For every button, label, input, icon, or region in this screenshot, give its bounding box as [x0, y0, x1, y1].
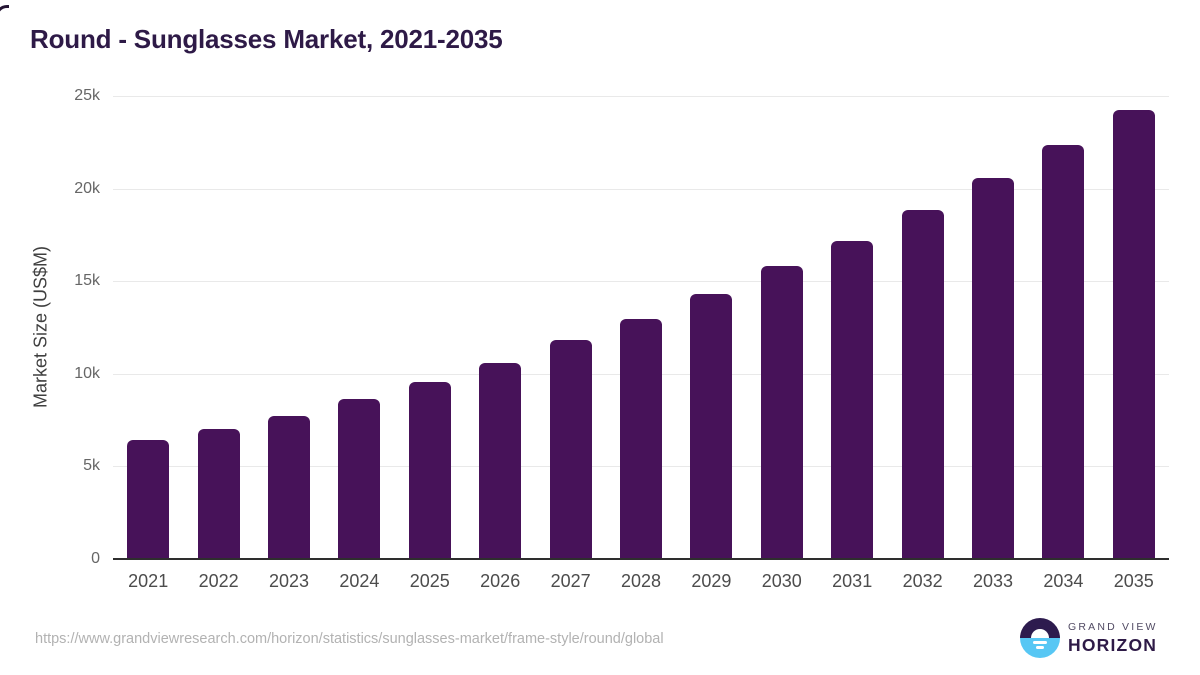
- x-tick-2023: 2023: [268, 571, 310, 591]
- y-tick-20k: 20k: [74, 179, 100, 197]
- bar-2025: [408, 382, 451, 558]
- source-url: https://www.grandviewresearch.com/horizo…: [35, 631, 664, 647]
- x-tick-2027: 2027: [550, 571, 591, 591]
- x-tick-2021: 2021: [128, 571, 169, 591]
- bar-2023: [268, 416, 310, 558]
- y-tick-0: 0: [91, 550, 100, 567]
- y-tick-5k: 5k: [83, 457, 100, 475]
- bar-2027: [549, 340, 592, 558]
- bar-2034: [1042, 144, 1085, 558]
- gridline-25k: [113, 96, 1169, 97]
- bar-2032: [901, 210, 944, 558]
- page-title: Round - Sunglasses Market, 2021-2035: [30, 24, 503, 54]
- x-tick-2030: 2030: [761, 571, 802, 591]
- y-tick-25k: 25k: [74, 87, 100, 104]
- gridline-20k: [113, 188, 1169, 190]
- bar-2033: [972, 177, 1014, 558]
- bar-2030: [760, 266, 803, 558]
- corner-border-artifact: [0, 5, 9, 21]
- x-tick-2033: 2033: [972, 571, 1014, 591]
- bar-2029: [690, 293, 733, 558]
- y-tick-10k: 10k: [74, 364, 100, 382]
- x-tick-2022: 2022: [198, 571, 239, 591]
- x-tick-2031: 2031: [832, 571, 873, 591]
- bar-2035: [1112, 109, 1155, 558]
- x-tick-2028: 2028: [620, 571, 662, 591]
- plot-area: [113, 96, 1169, 560]
- x-tick-2034: 2034: [1043, 571, 1084, 591]
- bar-2031: [831, 240, 874, 558]
- x-tick-2025: 2025: [409, 571, 450, 591]
- logo-reflection-line-1: [1033, 641, 1047, 644]
- logo-reflection-line-2: [1036, 646, 1044, 649]
- logo-brand-bottom: HORIZON: [1068, 634, 1158, 655]
- logo-text: GRAND VIEW HORIZON: [1068, 621, 1158, 656]
- logo-sky-half: [1020, 618, 1060, 638]
- logo-sun: [1031, 629, 1049, 638]
- bar-2024: [338, 398, 381, 558]
- x-tick-2035: 2035: [1113, 571, 1154, 591]
- y-axis-title: Market Size (US$M): [30, 245, 51, 409]
- bar-2021: [127, 440, 170, 558]
- gridline-15k: [113, 281, 1169, 283]
- horizon-sunrise-icon: [1020, 618, 1060, 658]
- x-tick-2026: 2026: [480, 571, 521, 591]
- x-tick-2024: 2024: [339, 571, 380, 591]
- x-tick-2032: 2032: [902, 571, 943, 591]
- y-tick-15k: 15k: [74, 272, 100, 290]
- bar-2026: [479, 363, 522, 558]
- logo-brand-top: GRAND VIEW: [1068, 620, 1158, 633]
- x-tick-2029: 2029: [691, 571, 732, 591]
- bar-2028: [620, 318, 662, 558]
- x-axis-line: [113, 558, 1169, 560]
- grand-view-horizon-logo: GRAND VIEW HORIZON: [1020, 618, 1158, 658]
- bar-2022: [197, 428, 240, 558]
